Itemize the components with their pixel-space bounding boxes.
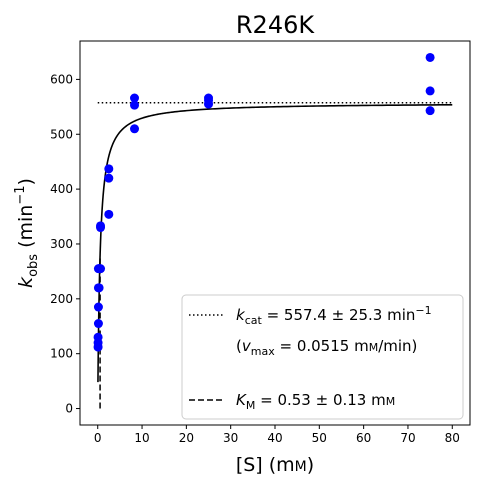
- legend-vmax-sub: max: [251, 345, 275, 358]
- legend-box: [181, 294, 464, 420]
- data-point: [96, 264, 106, 274]
- x-tick-label: 60: [356, 431, 371, 445]
- x-tick-label: 50: [312, 431, 327, 445]
- y-tick-label: 0: [65, 402, 73, 416]
- data-point: [130, 100, 140, 110]
- data-point: [204, 93, 214, 103]
- legend-km-k: K: [236, 391, 247, 409]
- x-tick-label: 20: [179, 431, 194, 445]
- data-point: [93, 319, 103, 329]
- data-point: [130, 93, 140, 103]
- x-tick-label: 10: [134, 431, 149, 445]
- legend-km-text: = 0.53 ± 0.13 m: [255, 391, 385, 409]
- data-point: [425, 106, 435, 116]
- data-point: [130, 124, 140, 134]
- legend-vmax-close: /min): [378, 337, 417, 355]
- y-tick-label: 600: [50, 72, 73, 86]
- data-point: [104, 209, 114, 219]
- data-point: [96, 221, 106, 231]
- legend-kcat-sub: cat: [245, 314, 263, 327]
- y-axis-ticks: 0 100 200 300 400 500 600: [50, 72, 80, 416]
- y-label-sub: obs: [26, 254, 41, 277]
- x-axis-ticks: 0 10 20 30 40 50 60 70 80: [94, 425, 460, 445]
- legend-entry-km: KM = 0.53 ± 0.13 mM: [236, 391, 395, 412]
- legend-km-sub: M: [246, 399, 256, 412]
- legend: kcat = 557.4 ± 25.3 min−1 (vmax = 0.0515…: [181, 294, 464, 420]
- legend-entry-kcat: kcat = 557.4 ± 25.3 min−1: [236, 304, 432, 327]
- x-tick-label: 0: [94, 431, 102, 445]
- legend-vmax-open: (: [236, 337, 242, 355]
- data-point: [94, 283, 104, 293]
- x-tick-label: 30: [223, 431, 238, 445]
- data-point: [104, 173, 114, 183]
- legend-km-unit-smallcaps: M: [386, 395, 396, 408]
- y-axis-label: kobs (min−1): [13, 178, 41, 288]
- y-tick-label: 400: [50, 182, 73, 196]
- y-tick-label: 300: [50, 237, 73, 251]
- legend-kcat-sup: −1: [415, 304, 431, 317]
- y-label-sup: −1: [13, 185, 28, 204]
- legend-vmax-unit-smallcaps: M: [369, 341, 379, 354]
- x-label-close: ): [307, 454, 314, 476]
- y-tick-label: 100: [50, 347, 73, 361]
- legend-kcat-k: k: [236, 306, 246, 324]
- data-point: [93, 302, 103, 312]
- y-label-close: ): [15, 178, 37, 185]
- x-label-unit-smallcaps: M: [295, 459, 307, 475]
- data-point: [425, 86, 435, 96]
- y-tick-label: 200: [50, 292, 73, 306]
- plot-area: [93, 52, 453, 409]
- x-tick-label: 80: [445, 431, 460, 445]
- legend-kcat-text: = 557.4 ± 25.3 min: [262, 306, 416, 324]
- data-point: [104, 164, 114, 174]
- x-tick-label: 40: [267, 431, 282, 445]
- data-point: [425, 52, 435, 62]
- data-point: [93, 332, 103, 342]
- x-axis-label: [S] (mM): [236, 454, 314, 476]
- x-tick-label: 70: [400, 431, 415, 445]
- y-tick-label: 500: [50, 127, 73, 141]
- legend-vmax-v: v: [242, 337, 252, 355]
- chart-title: R246K: [236, 11, 315, 39]
- y-label-open: (min: [15, 205, 37, 254]
- y-label-k: k: [15, 276, 37, 288]
- legend-entry-vmax: (vmax = 0.0515 mM/min): [236, 337, 417, 358]
- x-label-main: [S] (m: [236, 454, 295, 476]
- legend-vmax-text: = 0.0515 m: [275, 337, 369, 355]
